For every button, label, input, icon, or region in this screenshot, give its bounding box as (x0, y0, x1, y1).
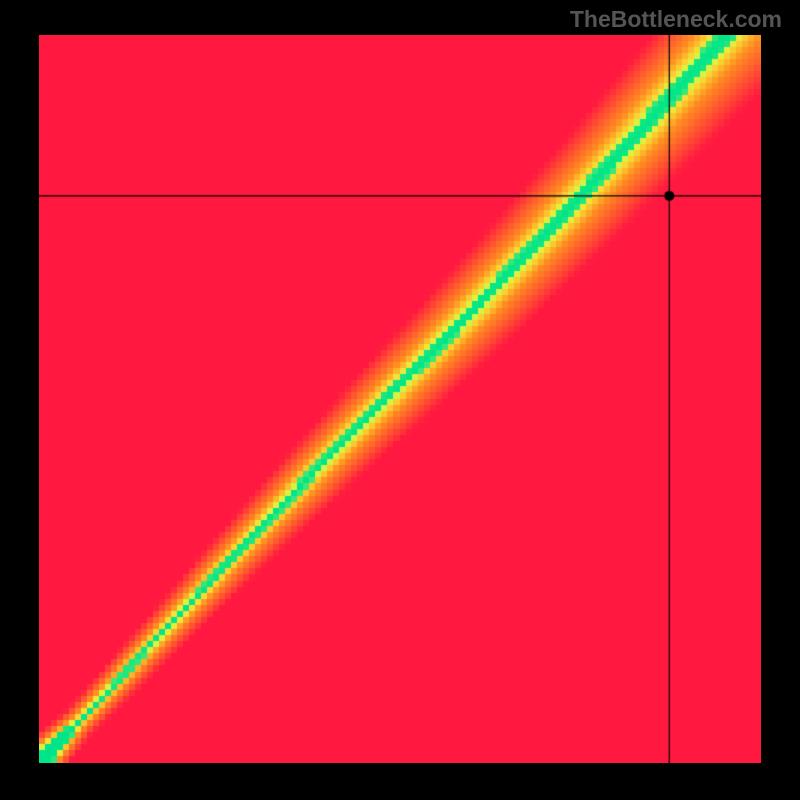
chart-container: TheBottleneck.com (0, 0, 800, 800)
bottleneck-heatmap (39, 35, 761, 763)
watermark-text: TheBottleneck.com (570, 6, 782, 33)
